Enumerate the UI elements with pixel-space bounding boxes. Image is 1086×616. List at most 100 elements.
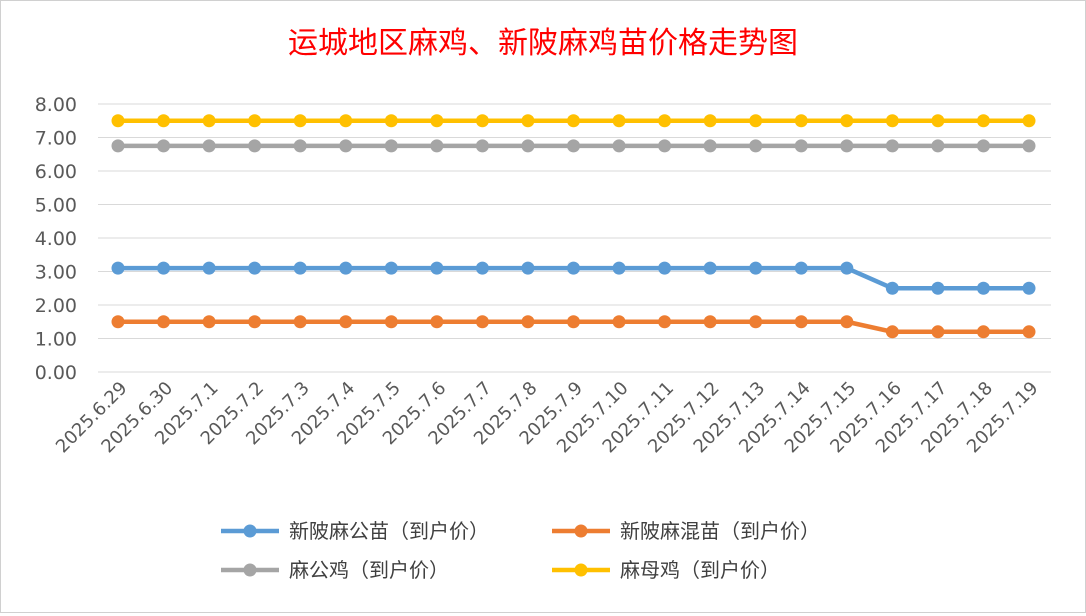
data-point bbox=[703, 261, 717, 275]
data-point bbox=[384, 139, 398, 153]
data-point bbox=[475, 114, 489, 128]
legend-item: 麻母鸡（到户价） bbox=[552, 558, 780, 582]
data-point bbox=[794, 139, 808, 153]
y-tick-label: 3.00 bbox=[35, 262, 77, 284]
data-point bbox=[976, 114, 990, 128]
data-point bbox=[157, 261, 171, 275]
data-point bbox=[430, 315, 444, 329]
data-point bbox=[1022, 325, 1036, 339]
data-point bbox=[339, 139, 353, 153]
data-point bbox=[157, 139, 171, 153]
legend-label: 新陂麻公苗（到户价） bbox=[289, 519, 489, 543]
series-2 bbox=[111, 139, 1036, 153]
data-point bbox=[248, 315, 262, 329]
y-tick-label: 6.00 bbox=[35, 161, 77, 183]
data-point bbox=[293, 114, 307, 128]
data-point bbox=[339, 315, 353, 329]
data-point bbox=[521, 315, 535, 329]
legend-label: 麻公鸡（到户价） bbox=[289, 558, 449, 582]
series-1 bbox=[111, 315, 1036, 339]
data-point bbox=[840, 114, 854, 128]
data-point bbox=[749, 261, 763, 275]
data-point bbox=[475, 139, 489, 153]
data-point bbox=[567, 261, 580, 275]
data-point bbox=[111, 139, 125, 153]
y-tick-label: 7.00 bbox=[35, 128, 77, 150]
legend-marker bbox=[574, 563, 588, 577]
x-axis: 2025.6.292025.6.302025.7.12025.7.22025.7… bbox=[52, 378, 1043, 458]
data-point bbox=[157, 114, 171, 128]
data-point bbox=[339, 114, 353, 128]
data-point bbox=[658, 114, 672, 128]
data-point bbox=[248, 261, 262, 275]
data-point bbox=[749, 114, 763, 128]
series-0 bbox=[111, 261, 1036, 295]
data-point bbox=[703, 139, 717, 153]
data-point bbox=[976, 139, 990, 153]
data-point bbox=[931, 139, 945, 153]
data-point bbox=[840, 139, 854, 153]
data-point bbox=[794, 261, 808, 275]
data-point bbox=[658, 315, 672, 329]
data-point bbox=[430, 261, 444, 275]
data-point bbox=[840, 315, 854, 329]
data-point bbox=[658, 139, 672, 153]
legend-marker bbox=[243, 524, 257, 538]
data-point bbox=[202, 315, 216, 329]
data-point bbox=[976, 325, 990, 339]
data-point bbox=[521, 139, 535, 153]
legend-item: 新陂麻公苗（到户价） bbox=[221, 519, 489, 543]
data-point bbox=[976, 281, 990, 295]
data-point bbox=[1022, 139, 1036, 153]
data-point bbox=[612, 315, 626, 329]
data-point bbox=[567, 315, 580, 329]
data-point bbox=[521, 261, 535, 275]
y-tick-label: 5.00 bbox=[35, 195, 77, 217]
y-tick-label: 1.00 bbox=[35, 329, 77, 351]
data-point bbox=[293, 139, 307, 153]
data-point bbox=[931, 114, 945, 128]
data-point bbox=[931, 325, 945, 339]
data-point bbox=[111, 315, 125, 329]
data-point bbox=[1022, 281, 1036, 295]
data-point bbox=[567, 139, 580, 153]
data-point bbox=[749, 139, 763, 153]
legend-marker bbox=[243, 563, 257, 577]
data-point bbox=[293, 261, 307, 275]
y-tick-label: 0.00 bbox=[35, 362, 77, 384]
data-point bbox=[475, 261, 489, 275]
data-point bbox=[430, 114, 444, 128]
data-point bbox=[339, 261, 353, 275]
data-point bbox=[658, 261, 672, 275]
y-tick-label: 4.00 bbox=[35, 228, 77, 250]
y-axis: 0.00 1.00 2.00 3.00 4.00 5.00 6.00 7.00 8.00 bbox=[35, 94, 77, 384]
data-point bbox=[703, 114, 717, 128]
data-point bbox=[202, 261, 216, 275]
data-point bbox=[521, 114, 535, 128]
data-point bbox=[202, 139, 216, 153]
plot-area bbox=[111, 114, 1036, 339]
data-point bbox=[111, 261, 125, 275]
data-point bbox=[567, 114, 580, 128]
data-point bbox=[202, 114, 216, 128]
data-point bbox=[885, 139, 899, 153]
data-point bbox=[885, 325, 899, 339]
data-point bbox=[111, 114, 125, 128]
data-point bbox=[703, 315, 717, 329]
legend-item: 麻公鸡（到户价） bbox=[221, 558, 449, 582]
data-point bbox=[1022, 114, 1036, 128]
data-point bbox=[794, 315, 808, 329]
data-point bbox=[794, 114, 808, 128]
data-point bbox=[157, 315, 171, 329]
data-point bbox=[293, 315, 307, 329]
data-point bbox=[248, 139, 262, 153]
legend-marker bbox=[574, 524, 588, 538]
data-point bbox=[612, 114, 626, 128]
data-point bbox=[248, 114, 262, 128]
data-point bbox=[384, 261, 398, 275]
data-point bbox=[430, 139, 444, 153]
chart-title: 运城地区麻鸡、新陂麻鸡苗价格走势图 bbox=[288, 26, 798, 61]
legend-label: 麻母鸡（到户价） bbox=[620, 558, 780, 582]
